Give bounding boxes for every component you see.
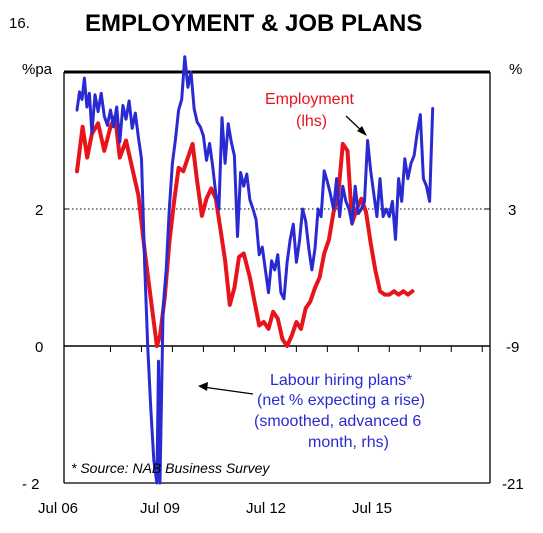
hiring-label-3: (smoothed, advanced 6: [254, 413, 421, 430]
series-line-employment: [75, 114, 415, 348]
series-line-hiring-plans: [75, 55, 435, 485]
hiring-arrow-head: [198, 382, 208, 391]
hiring-arrow: [202, 386, 254, 395]
left-tick-0: 0: [35, 339, 43, 356]
chart-title: EMPLOYMENT & JOB PLANS: [85, 10, 422, 37]
right-axis-unit: %: [509, 61, 522, 78]
plot-frame: [63, 70, 491, 484]
left-tick-minus2: - 2: [22, 476, 40, 493]
employment-arrow-head: [357, 126, 367, 136]
left-tick-2: 2: [35, 202, 43, 219]
x-tick-jul09: Jul 09: [140, 500, 180, 517]
right-tick-3: 3: [508, 202, 516, 219]
figure-number: 16.: [9, 15, 30, 32]
left-axis-unit: %pa: [22, 61, 53, 78]
hiring-label-2: (net % expecting a rise): [257, 392, 425, 409]
x-tick-jul06: Jul 06: [38, 500, 78, 517]
right-tick-minus9: -9: [506, 339, 519, 356]
hiring-label-1: Labour hiring plans*: [270, 372, 412, 389]
x-tick-jul12: Jul 12: [246, 500, 286, 517]
hiring-label-4: month, rhs): [308, 434, 389, 451]
employment-label: Employment: [265, 91, 354, 108]
x-tick-jul15: Jul 15: [352, 500, 392, 517]
source-note: * Source: NAB Business Survey: [71, 460, 270, 476]
employment-label-axis: (lhs): [296, 113, 327, 130]
right-tick-minus21: -21: [502, 476, 524, 493]
